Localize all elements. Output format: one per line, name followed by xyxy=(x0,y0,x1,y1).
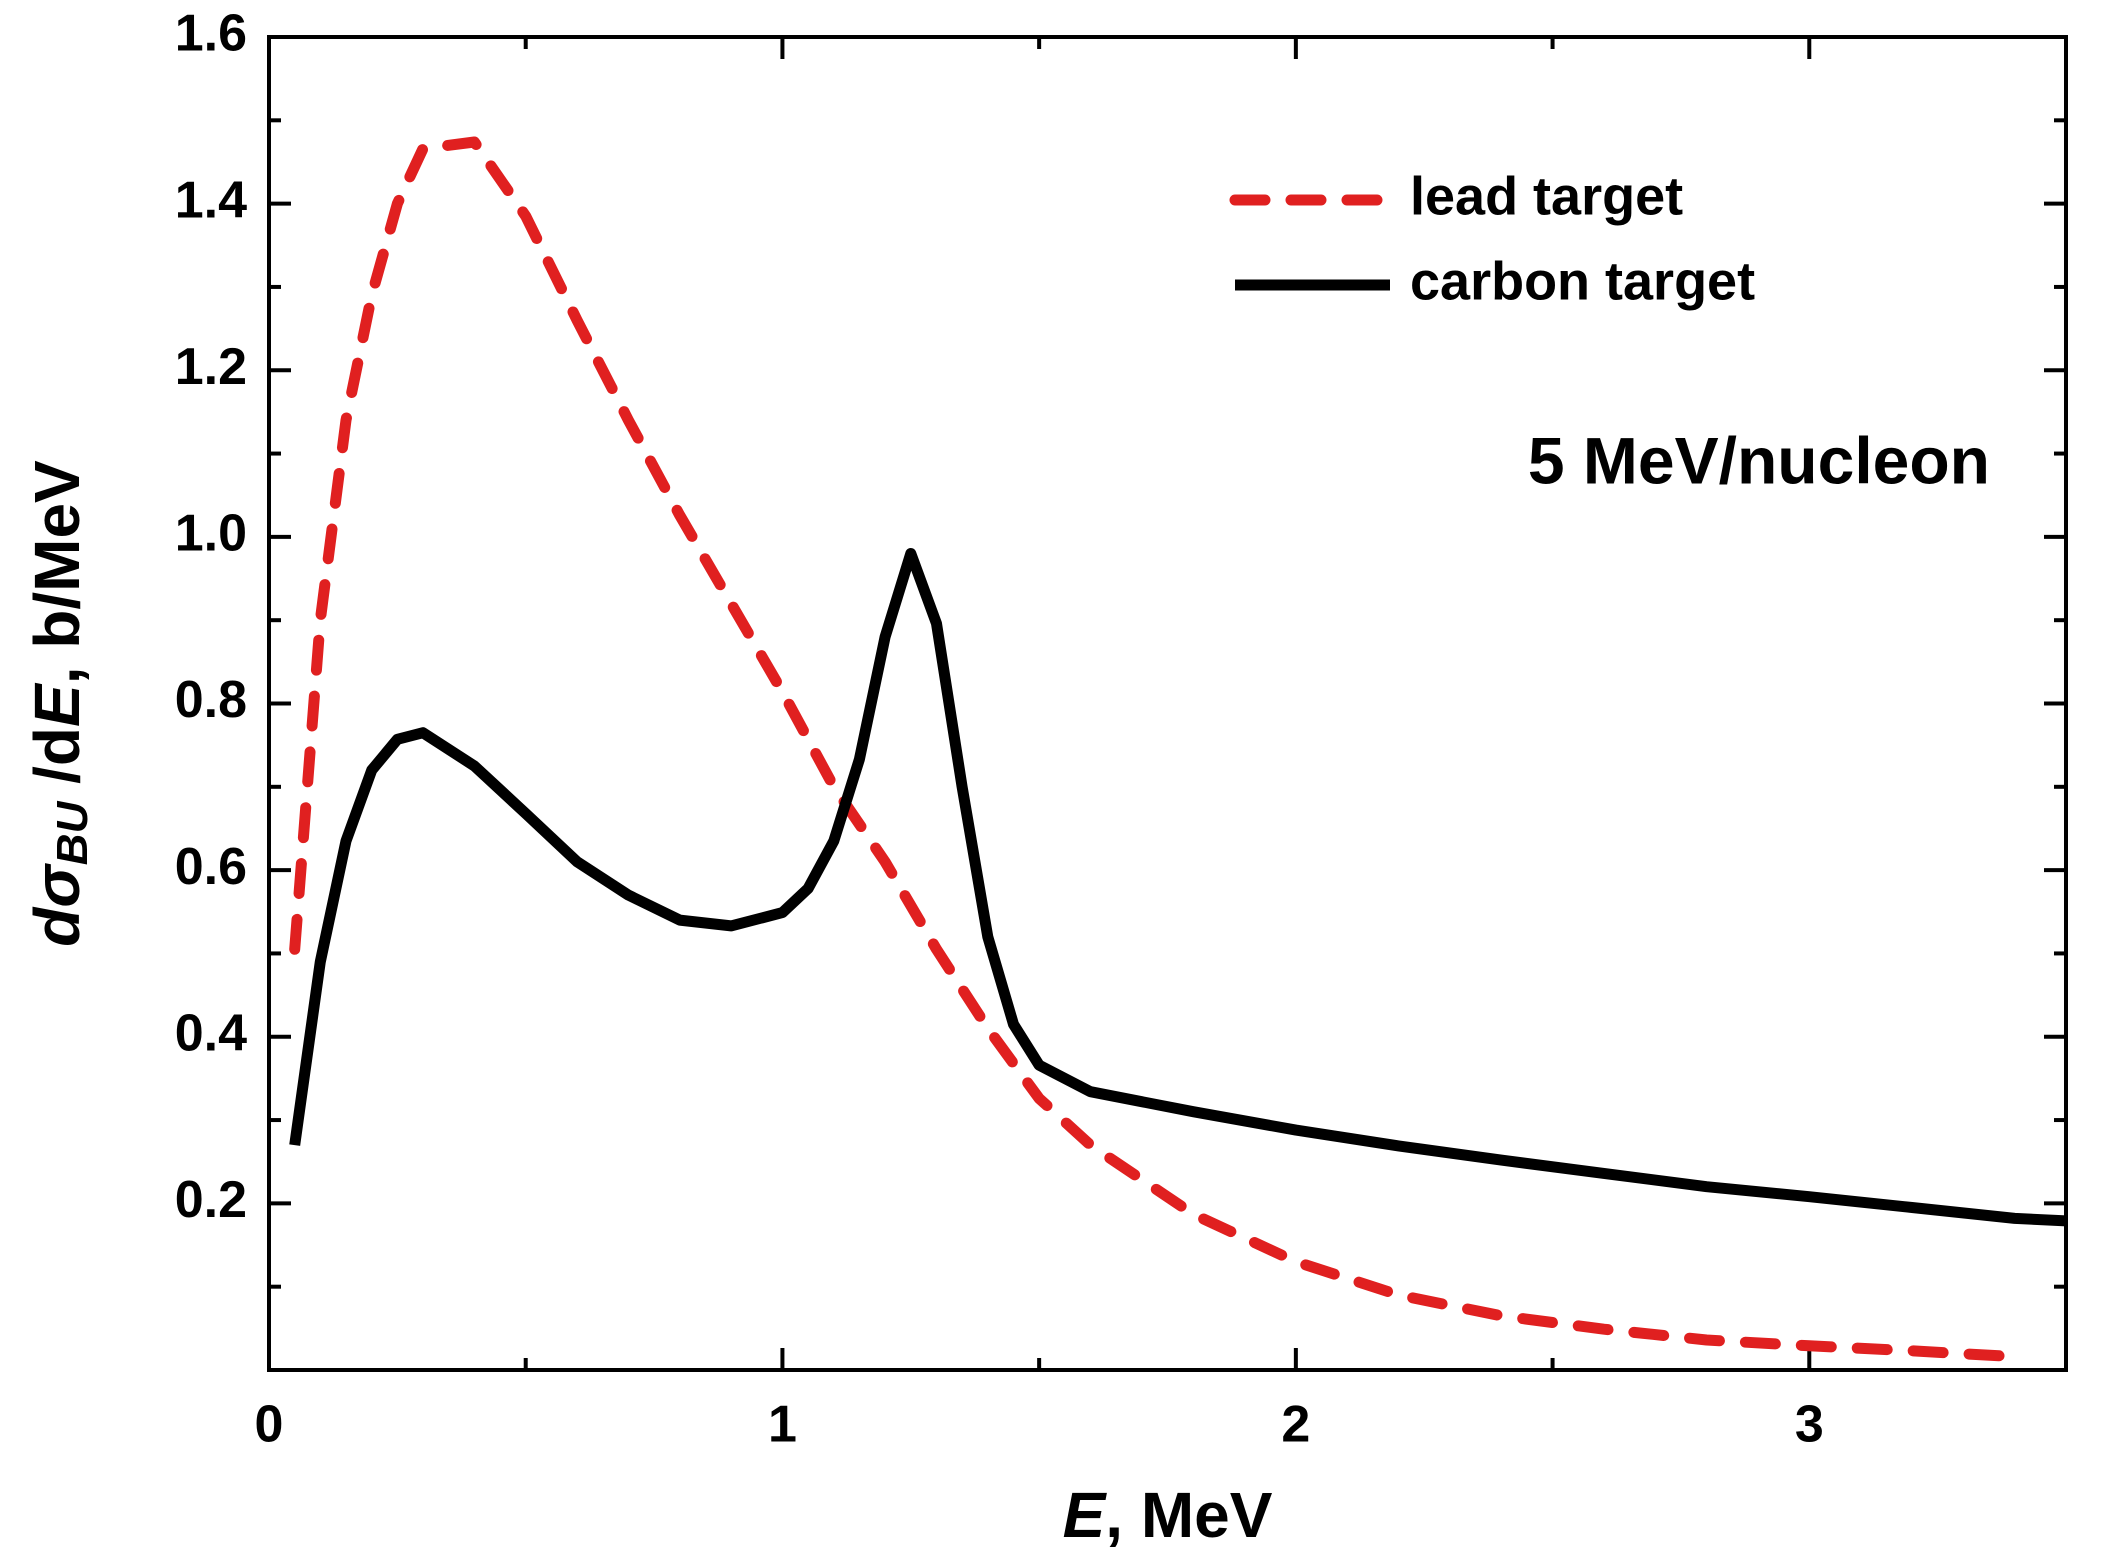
y-axis-label: dσBU /dE, b/MeV xyxy=(21,460,97,947)
data-line xyxy=(289,548,2067,1227)
x-axis-label: E, MeV xyxy=(1063,1479,1273,1551)
y-tick-label: 0.4 xyxy=(175,1004,247,1062)
y-tick-label: 0.2 xyxy=(175,1171,247,1229)
y-axis-label-part: E xyxy=(21,682,93,727)
y-axis-label-part: /d xyxy=(21,727,93,802)
data-line xyxy=(289,136,2021,1363)
x-axis-label-part: , MeV xyxy=(1105,1479,1272,1551)
annotation: 5 MeV/nucleon xyxy=(1528,423,1990,497)
y-tick-label: 1.2 xyxy=(175,338,247,396)
x-tick-label: 0 xyxy=(255,1396,284,1454)
y-tick-label: 1.0 xyxy=(175,505,247,563)
x-tick-label: 1 xyxy=(768,1396,797,1454)
legend-label: lead target xyxy=(1410,166,1683,226)
legend-label: carbon target xyxy=(1410,251,1755,311)
y-axis-label-part: d xyxy=(21,906,93,947)
y-tick-label: 0.6 xyxy=(175,838,247,896)
y-axis-label-part: , b/MeV xyxy=(21,460,93,684)
y-tick-label: 1.6 xyxy=(175,5,247,63)
x-axis-label-part: E xyxy=(1063,1479,1108,1551)
y-tick-label: 0.8 xyxy=(175,671,247,729)
y-axis-label-part: BU xyxy=(48,800,97,865)
x-tick-label: 3 xyxy=(1795,1396,1824,1454)
x-tick-label: 2 xyxy=(1281,1396,1310,1454)
y-axis-label-part: σ xyxy=(21,863,93,908)
y-tick-label: 1.4 xyxy=(175,171,247,229)
